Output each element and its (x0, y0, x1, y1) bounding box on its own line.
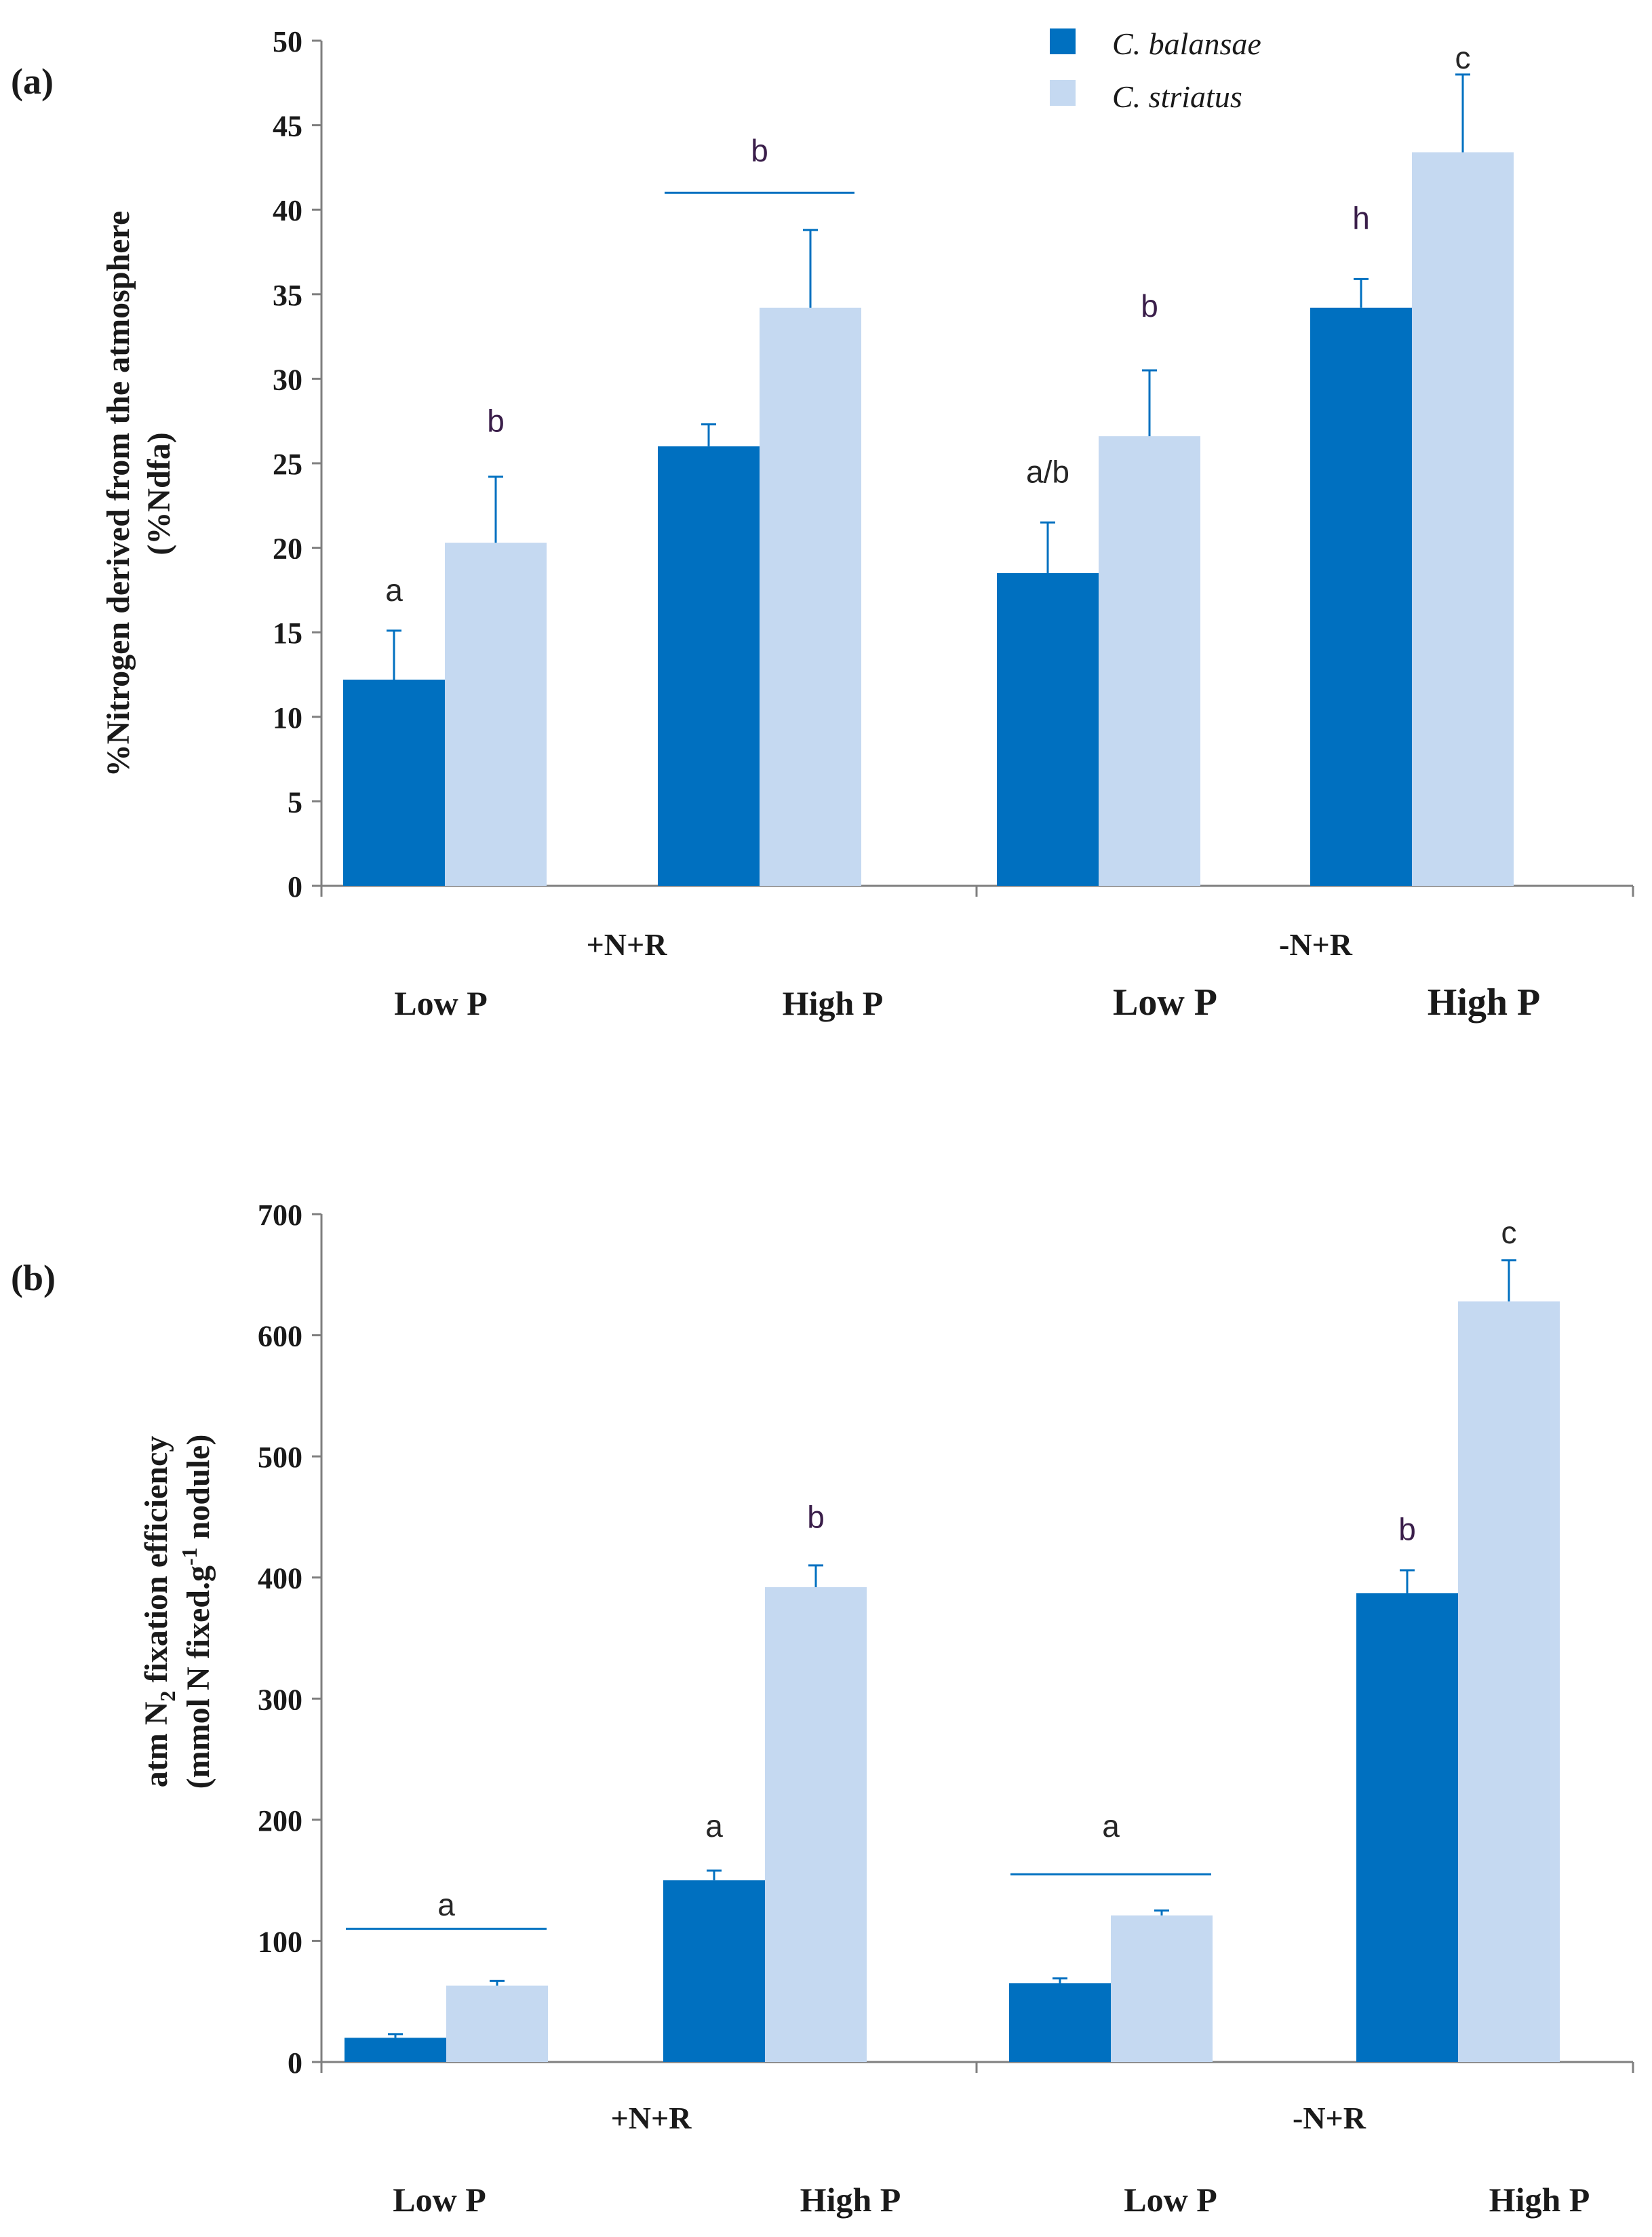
bar-b-s2-2 (765, 1587, 867, 2062)
significance-letter-b-5: b (1398, 1511, 1416, 1547)
significance-letter-b-4: a (1102, 1808, 1120, 1844)
significance-letter-a-1: a (385, 572, 403, 608)
group-label-a-2: -N+R (1279, 927, 1353, 962)
legend-swatch-series-1 (1050, 28, 1076, 54)
y-axis-title-b-line2: (mmol N fixed.g-1 nodule) (177, 1435, 216, 1789)
y-tick-label-b-0: 0 (288, 2046, 302, 2080)
y-axis-title-b-line1: atm N2 fixation efficiency (138, 1436, 180, 1788)
y-tick-label-b-2: 200 (258, 1804, 302, 1837)
bar-b-s1-1 (345, 2038, 446, 2062)
legend: C. balansae C. striatus (1050, 26, 1261, 114)
y-tick-label-a-2: 10 (273, 701, 302, 735)
bar-b-s2-3 (1111, 1915, 1213, 2062)
bar-b-s1-4 (1356, 1593, 1458, 2062)
panel-label-a: (a) (11, 61, 54, 102)
plot-area-a: 0 5 10 15 20 25 30 35 40 45 50 a b b a/b b h c (273, 25, 1634, 903)
bar-a-s2-4 (1412, 152, 1514, 886)
bar-b-s2-1 (446, 1985, 548, 2062)
category-label-a-2: High P (783, 984, 884, 1022)
group-label-a-1: +N+R (587, 927, 668, 962)
significance-letter-a-3: b (751, 133, 768, 168)
category-label-b-2: High P (800, 2181, 901, 2219)
y-axis-title-a: %Nitrogen derived from the atmosphere (%… (100, 211, 177, 777)
significance-letter-a-4: a/b (1026, 454, 1069, 489)
legend-label-series-1: C. balansae (1112, 26, 1261, 61)
y-tick-label-a-10: 50 (273, 25, 302, 58)
bar-a-s2-1 (445, 543, 547, 886)
bar-a-s1-1 (343, 679, 445, 886)
significance-letter-a-6: h (1352, 201, 1370, 236)
bar-a-s1-3 (997, 572, 1099, 886)
significance-letter-b-1: a (437, 1887, 455, 1922)
bar-b-s1-2 (663, 1880, 765, 2062)
category-label-b-4: High P (1489, 2181, 1590, 2219)
significance-letter-b-2: a (705, 1808, 723, 1844)
y-axis-title-a-line1: %Nitrogen derived from the atmosphere (100, 211, 136, 777)
y-tick-label-a-9: 45 (273, 110, 302, 143)
legend-swatch-series-2 (1050, 80, 1076, 106)
category-label-b-3: Low P (1124, 2181, 1217, 2219)
category-label-b-1: Low P (393, 2181, 486, 2219)
bar-b-s2-4 (1458, 1301, 1560, 2062)
significance-letter-a-2: b (487, 404, 505, 439)
panel-b: (b) atm N2 fixation efficiency (mmol N f… (11, 1199, 1634, 2219)
y-tick-label-b-5: 500 (258, 1441, 302, 1474)
significance-letter-b-6: c (1501, 1215, 1517, 1250)
y-tick-label-b-4: 400 (258, 1562, 302, 1595)
legend-label-series-2: C. striatus (1112, 79, 1242, 114)
significance-letter-b-3: b (807, 1499, 825, 1534)
y-tick-label-a-0: 0 (288, 870, 302, 903)
bar-a-s2-2 (760, 307, 861, 887)
panel-a: (a) C. balansae C. striatus %Nitrogen de… (11, 25, 1634, 1024)
category-label-a-1: Low P (394, 984, 488, 1022)
group-label-b-2: -N+R (1293, 2101, 1366, 2135)
y-axis-title-b: atm N2 fixation efficiency (mmol N fixed… (138, 1435, 216, 1789)
significance-letter-a-5: b (1141, 288, 1158, 324)
significance-letter-a-7: c (1455, 40, 1471, 75)
y-tick-label-b-1: 100 (258, 1925, 302, 1958)
bar-b-s1-3 (1009, 1983, 1111, 2062)
panel-label-b: (b) (11, 1258, 56, 1298)
y-tick-label-a-4: 20 (273, 532, 302, 566)
y-tick-label-b-7: 700 (258, 1199, 302, 1232)
y-tick-label-a-8: 40 (273, 194, 302, 227)
category-label-a-4: High P (1428, 981, 1540, 1024)
category-label-a-3: Low P (1113, 981, 1217, 1024)
y-tick-label-b-3: 300 (258, 1683, 302, 1716)
bar-a-s1-4 (1310, 307, 1412, 887)
y-tick-label-a-6: 30 (273, 363, 302, 396)
plot-area-b: 0 100 200 300 400 500 600 700 a a b a b c (258, 1199, 1634, 2080)
y-axis-title-a-line2: (%Ndfa) (141, 432, 177, 555)
bar-a-s2-3 (1099, 436, 1200, 886)
bar-a-s1-2 (658, 446, 760, 886)
y-tick-label-a-5: 25 (273, 448, 302, 481)
y-tick-label-a-3: 15 (273, 617, 302, 650)
y-tick-label-b-6: 600 (258, 1320, 302, 1353)
group-label-b-1: +N+R (611, 2101, 692, 2135)
y-tick-label-a-7: 35 (273, 279, 302, 312)
y-tick-label-a-1: 5 (288, 785, 302, 819)
